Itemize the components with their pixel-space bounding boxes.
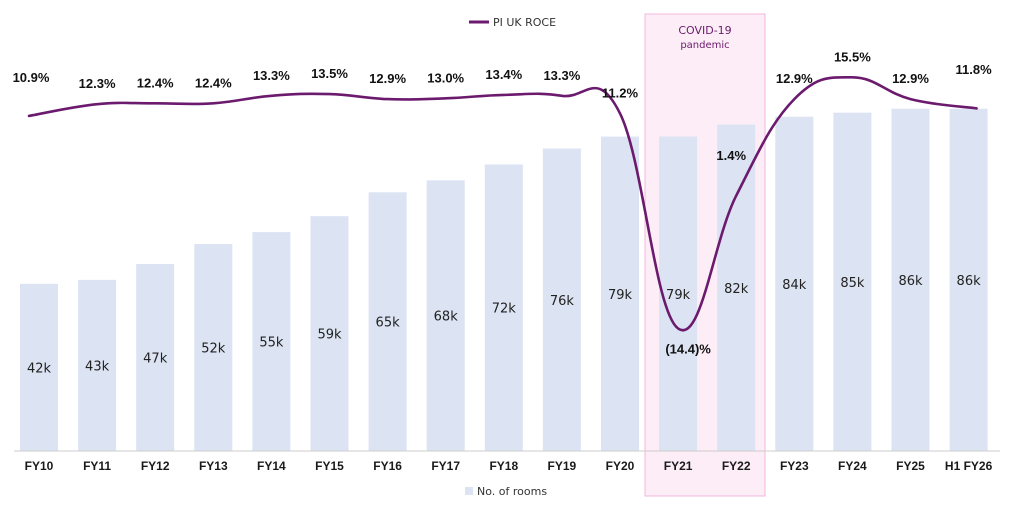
bar-value-label: 42k [27,361,52,376]
x-tick-label: FY22 [722,459,751,473]
bar-value-label: 65k [376,316,401,331]
bars-group: 42k 43k 47k 52k 55k 59k 65k 68k 72k 76k 79k 79k 82k 8… [20,108,988,452]
roce-line [27,75,978,332]
bar-value-label: 55k [259,336,284,351]
roce-labels: 10.9% 12.3% 12.4% 12.4% 13.3% 13.5% 12.9% 13.0%… [13,49,993,356]
legend-line-label: PI UK ROCE [493,16,556,29]
x-tick-label: FY12 [141,459,170,473]
covid-annotation-title: COVID-19 [678,24,731,37]
legend-bar-swatch [465,487,473,495]
bar-fy15 [310,216,349,451]
bar-value-label: 86k [898,274,923,289]
bar-value-label: 68k [434,310,459,325]
roce-value-label: 13.3% [253,68,290,83]
bar-value-label: 84k [782,278,807,293]
bar-value-label: 72k [492,302,517,317]
roce-value-label: 13.5% [311,66,348,81]
bar-h1-fy26 [949,108,988,451]
x-tick-label: FY18 [489,459,518,473]
bar-fy23 [775,116,814,452]
bar-fy17 [426,180,465,452]
category-labels: FY10 FY11 FY12 FY13 FY14 FY15 FY16 FY17 FY18 FY19… [25,459,993,473]
roce-value-label: 12.9% [369,71,406,86]
bar-fy20 [601,136,639,451]
roce-value-label: 11.8% [956,62,993,77]
roce-value-label: 13.0% [427,70,464,85]
bar-fy19 [542,148,581,451]
roce-value-label: 12.4% [137,75,174,90]
bar-fy13 [194,244,233,451]
roce-value-label: 12.9% [892,71,929,86]
bar-fy22 [717,124,756,451]
bar-value-label: 79k [608,288,633,303]
x-tick-label: FY25 [896,459,925,473]
x-tick-label: FY10 [25,459,54,473]
roce-value-label: 13.4% [485,67,522,82]
bar-value-label: 59k [317,328,342,343]
bar-fy18 [484,164,523,451]
bar-fy21 [659,136,698,451]
x-tick-label: FY16 [373,459,402,473]
bar-value-label: 82k [724,282,749,297]
bar-fy14 [252,232,291,451]
legend-bottom: No. of rooms [465,485,547,498]
x-tick-label: FY13 [199,459,228,473]
bar-value-label: 76k [550,294,575,309]
bar-fy16 [368,192,407,452]
bar-value-label: 86k [957,274,982,289]
roce-value-label: 11.2% [602,85,639,100]
bar-fy12 [136,263,175,451]
roce-value-label: (14.4)% [665,341,711,356]
roce-value-label: 1.4% [716,148,746,163]
x-tick-label: H1 FY26 [945,459,993,473]
bar-value-label: 52k [201,342,226,357]
roce-value-label: 12.9% [776,71,813,86]
x-tick-label: FY23 [780,459,809,473]
bar-fy24 [833,112,872,451]
x-tick-label: FY17 [431,459,460,473]
x-tick-label: FY21 [664,459,693,473]
x-tick-label: FY11 [83,459,111,473]
bar-value-label: 79k [666,288,691,303]
x-tick-label: FY14 [257,459,286,473]
x-tick-label: FY15 [315,459,344,473]
x-tick-label: FY20 [606,459,635,473]
roce-value-label: 12.3% [79,76,116,91]
roce-value-label: 10.9% [13,70,50,85]
x-tick-label: FY19 [548,459,577,473]
legend-top: PI UK ROCE [469,16,556,29]
bar-value-label: 47k [143,351,168,366]
bar-value-label: 85k [840,276,865,291]
bar-fy11 [78,279,117,451]
roce-value-label: 15.5% [834,49,871,64]
bar-fy10 [20,283,58,451]
legend-bar-label: No. of rooms [477,485,547,498]
bar-value-label: 43k [85,359,110,374]
roce-value-label: 12.4% [195,75,232,90]
bar-fy25 [891,108,930,451]
x-tick-label: FY24 [838,459,867,473]
covid-annotation-subtitle: pandemic [680,40,729,51]
roce-value-label: 13.3% [543,68,580,83]
